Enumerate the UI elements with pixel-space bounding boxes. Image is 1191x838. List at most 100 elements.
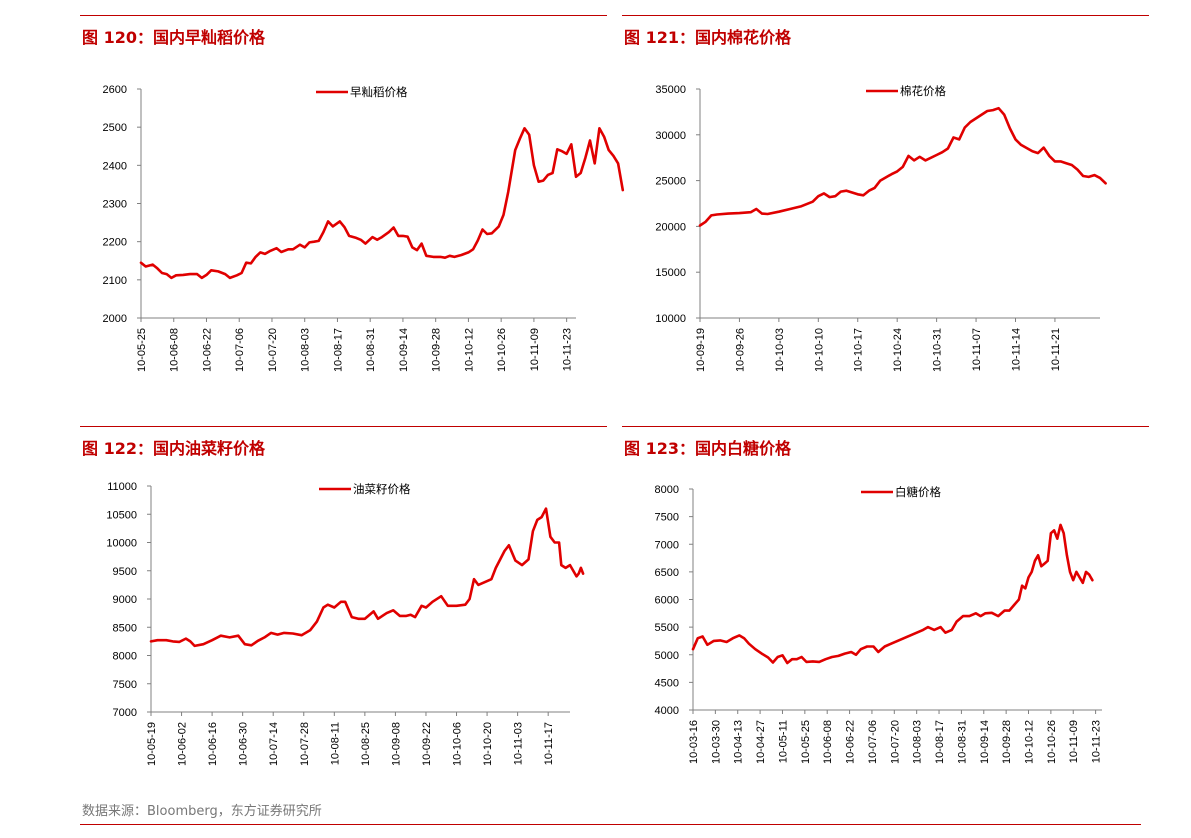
x-tick-label: 10-08-17 [934,720,946,764]
x-tick-label: 10-09-08 [390,722,402,766]
x-tick-label: 10-07-06 [867,720,879,764]
x-tick-label: 10-08-31 [365,328,377,372]
chart-svg: 35000 30000 25000 20000 15000 10000 10-09-19 10… [655,84,1107,372]
series-line [149,507,585,648]
panel-top-rule [80,15,607,16]
chart-panel-sugar: 图 123：国内白糖价格 8000 7500 7000 6500 6000 5500 500… [622,411,1149,811]
x-tick-label: 10-09-28 [431,328,443,372]
legend-label: 棉花价格 [900,84,946,98]
y-tick-label: 7500 [655,512,679,524]
x-tick-label: 10-07-20 [267,328,279,372]
x-tick-label: 10-05-11 [777,720,789,763]
chart-panel-early-rice: 图 120：国内早籼稻价格 2600 2500 2400 2300 2200 2100 20… [80,0,625,400]
y-tick-label: 4500 [655,677,679,689]
y-tick-label: 9500 [113,566,137,578]
x-tick-label: 10-05-19 [146,722,158,766]
x-tick-label: 10-11-14 [1010,328,1022,371]
x-tick-label: 10-10-31 [932,328,944,372]
x-tick-label: 10-09-14 [398,328,410,372]
x-tick-label: 10-07-06 [234,328,246,372]
x-tick-label: 10-06-08 [169,328,181,372]
x-tick-label: 10-10-26 [496,328,508,372]
y-tick-label: 10000 [655,313,686,325]
x-tick-label: 10-08-31 [956,720,968,764]
legend-label: 白糖价格 [895,485,941,499]
x-tick-label: 10-10-26 [1046,720,1058,764]
panel-top-rule [622,15,1149,16]
x-tick-label: 10-11-03 [513,722,525,765]
x-tick-label: 10-11-09 [1068,720,1080,763]
chart-svg: 8000 7500 7000 6500 6000 5500 5000 4500 4000 10-0… [655,484,1103,764]
chart-svg: 2600 2500 2400 2300 2200 2100 2000 10-05-25 10-0… [103,84,625,372]
footer-rule [80,824,1141,825]
y-tick-label: 8000 [655,484,679,496]
panel-top-rule [622,426,1149,427]
series-line [691,523,1094,665]
x-tick-label: 10-11-09 [529,328,541,371]
panel-top-rule [80,426,607,427]
y-tick-label: 2400 [103,160,127,172]
y-tick-label: 7000 [113,707,137,719]
x-tick-label: 10-08-03 [912,720,924,764]
y-tick-label: 11000 [107,481,137,493]
x-tick-label: 10-09-26 [734,328,746,372]
y-tick-label: 35000 [655,84,686,96]
x-tick-label: 10-04-27 [755,720,767,764]
x-tick-label: 10-03-30 [710,720,722,764]
y-tick-label: 20000 [655,221,686,233]
y-tick-label: 4000 [655,705,679,717]
x-tick-label: 10-05-25 [800,720,812,764]
x-tick-label: 10-08-11 [329,722,341,765]
x-tick-label: 10-10-12 [463,328,475,372]
x-tick-label: 10-10-24 [892,328,904,372]
x-tick-label: 10-10-06 [452,722,464,766]
y-tick-label: 15000 [655,267,686,279]
x-tick-label: 10-10-03 [774,328,786,372]
y-tick-label: 2500 [103,122,127,134]
chart-title: 图 120：国内早籼稻价格 [82,28,265,47]
x-tick-label: 10-06-08 [822,720,834,764]
x-tick-label: 10-10-17 [853,328,865,372]
x-tick-label: 10-09-14 [979,720,991,764]
x-tick-label: 10-04-13 [733,720,745,764]
x-tick-label: 10-08-03 [300,328,312,372]
y-tick-label: 10000 [106,538,137,550]
y-tick-label: 2100 [103,275,127,287]
chart-panel-rapeseed: 图 122：国内油菜籽价格 11000 10500 10000 9500 9000 850… [80,411,607,811]
x-tick-label: 10-06-22 [201,328,213,372]
y-tick-label: 7000 [655,539,679,551]
x-tick-label: 10-07-28 [299,722,311,766]
x-tick-label: 10-08-25 [360,722,372,766]
y-tick-label: 5500 [655,622,679,634]
series-line [139,127,625,280]
y-tick-label: 10500 [106,509,137,521]
x-tick-label: 10-07-20 [889,720,901,764]
x-tick-label: 10-07-14 [268,722,280,766]
x-tick-label: 10-03-16 [688,720,700,764]
y-tick-label: 2200 [103,237,127,249]
y-tick-label: 6500 [655,567,679,579]
x-tick-label: 10-05-25 [136,328,148,372]
x-tick-label: 10-09-19 [695,328,707,372]
x-tick-label: 10-09-28 [1001,720,1013,764]
legend-label: 早籼稻价格 [350,85,408,99]
y-tick-label: 30000 [655,130,686,142]
y-tick-label: 8000 [113,651,137,663]
x-tick-label: 10-08-17 [332,328,344,372]
x-tick-label: 10-10-10 [813,328,825,372]
source-note: 数据来源：Bloomberg，东方证券研究所 [82,804,322,819]
chart-title: 图 122：国内油菜籽价格 [82,439,265,458]
chart-title: 图 123：国内白糖价格 [624,439,791,458]
x-tick-label: 10-09-22 [421,722,433,766]
x-tick-label: 10-11-07 [971,328,983,371]
x-tick-label: 10-06-30 [238,722,250,766]
x-tick-label: 10-10-20 [482,722,494,766]
y-tick-label: 6000 [655,595,679,607]
x-tick-label: 10-11-23 [562,328,574,371]
y-tick-label: 2300 [103,199,127,211]
y-tick-label: 5000 [655,650,679,662]
y-tick-label: 2600 [103,84,127,96]
legend-label: 油菜籽价格 [353,482,411,496]
y-tick-label: 7500 [113,679,137,691]
y-tick-label: 9000 [113,594,137,606]
